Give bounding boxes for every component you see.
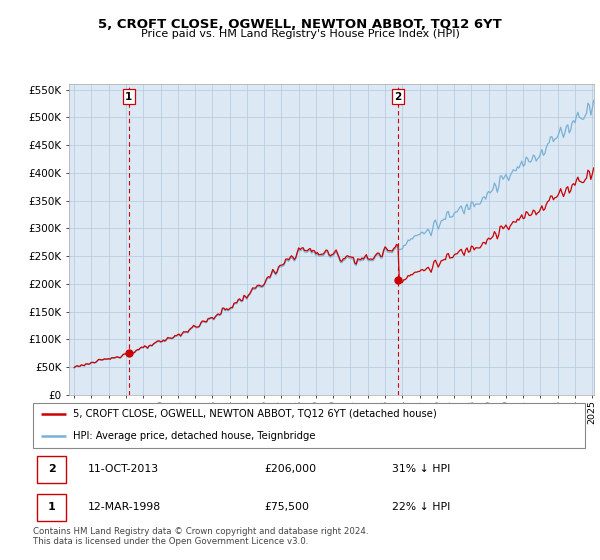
Text: 5, CROFT CLOSE, OGWELL, NEWTON ABBOT, TQ12 6YT: 5, CROFT CLOSE, OGWELL, NEWTON ABBOT, TQ… bbox=[98, 18, 502, 31]
Text: 2: 2 bbox=[48, 464, 56, 474]
Text: 5, CROFT CLOSE, OGWELL, NEWTON ABBOT, TQ12 6YT (detached house): 5, CROFT CLOSE, OGWELL, NEWTON ABBOT, TQ… bbox=[73, 409, 436, 419]
Text: Contains HM Land Registry data © Crown copyright and database right 2024.
This d: Contains HM Land Registry data © Crown c… bbox=[33, 527, 368, 547]
FancyBboxPatch shape bbox=[37, 494, 66, 521]
Text: £75,500: £75,500 bbox=[265, 502, 310, 512]
Text: 22% ↓ HPI: 22% ↓ HPI bbox=[392, 502, 450, 512]
Text: 31% ↓ HPI: 31% ↓ HPI bbox=[392, 464, 450, 474]
Text: 12-MAR-1998: 12-MAR-1998 bbox=[88, 502, 161, 512]
Text: £206,000: £206,000 bbox=[265, 464, 317, 474]
Text: 1: 1 bbox=[125, 92, 133, 102]
Text: 11-OCT-2013: 11-OCT-2013 bbox=[88, 464, 160, 474]
FancyBboxPatch shape bbox=[33, 403, 585, 448]
Text: HPI: Average price, detached house, Teignbridge: HPI: Average price, detached house, Teig… bbox=[73, 431, 315, 441]
Text: Price paid vs. HM Land Registry's House Price Index (HPI): Price paid vs. HM Land Registry's House … bbox=[140, 29, 460, 39]
Text: 1: 1 bbox=[48, 502, 56, 512]
FancyBboxPatch shape bbox=[37, 456, 66, 483]
Text: 2: 2 bbox=[394, 92, 401, 102]
